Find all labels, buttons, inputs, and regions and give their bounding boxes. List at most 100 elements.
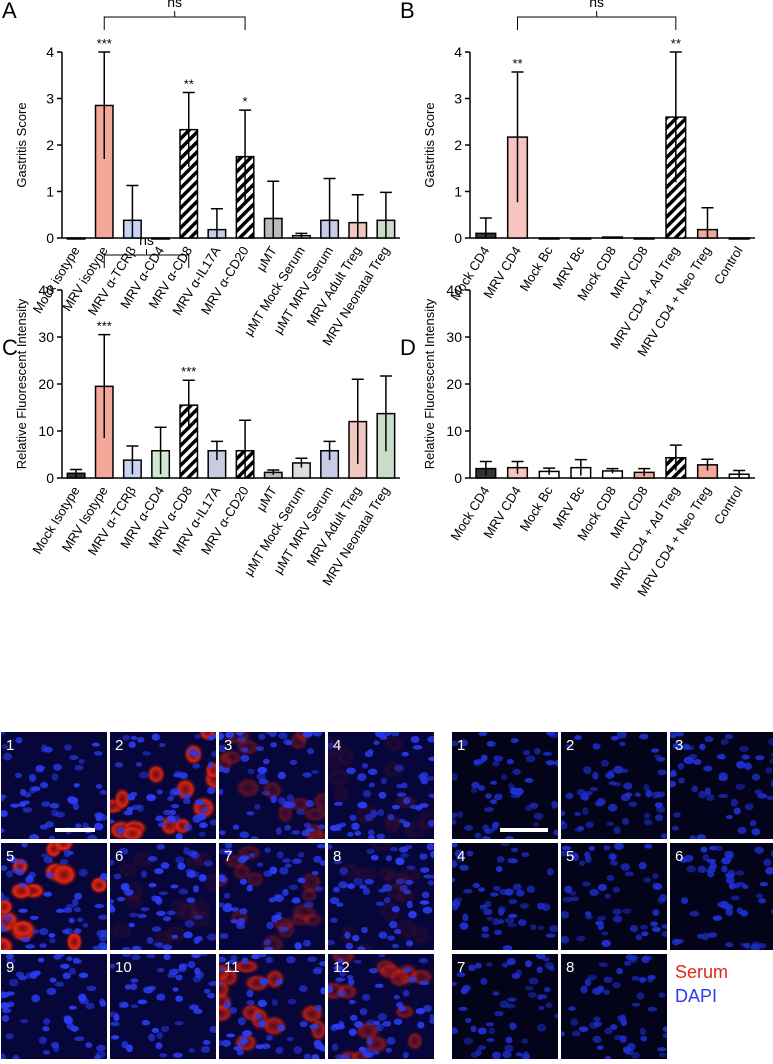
nucleus: [512, 883, 522, 891]
nucleus: [508, 782, 515, 790]
nucleus: [366, 1019, 377, 1026]
nucleus: [303, 822, 312, 828]
nucleus: [303, 901, 314, 908]
nucleus: [50, 809, 59, 817]
y-tick-label: 1: [46, 184, 54, 200]
nucleus: [671, 825, 679, 831]
nucleus: [619, 741, 626, 747]
nucleus: [156, 910, 166, 917]
nucleus: [613, 843, 624, 850]
nucleus: [458, 1006, 468, 1012]
nucleus: [480, 977, 488, 986]
nucleus: [94, 1054, 101, 1059]
nucleus: [769, 758, 773, 764]
nucleus: [353, 877, 363, 886]
nucleus: [603, 845, 611, 851]
nucleus: [592, 1035, 602, 1044]
nucleus: [155, 815, 165, 822]
nucleus: [333, 886, 340, 893]
nucleus: [357, 773, 367, 782]
nucleus: [388, 920, 398, 929]
nucleus: [574, 811, 581, 817]
nucleus: [589, 787, 598, 792]
nucleus: [737, 826, 747, 835]
nucleus: [110, 1021, 120, 1027]
nucleus: [736, 760, 746, 769]
nucleus: [239, 908, 248, 915]
nucleus: [183, 847, 190, 855]
nucleus: [301, 830, 311, 837]
cells: [561, 732, 667, 839]
nucleus: [643, 877, 652, 883]
cells: [452, 732, 558, 839]
nucleus: [485, 793, 492, 799]
nucleus: [73, 783, 80, 788]
nucleus: [493, 755, 504, 762]
nucleus: [171, 934, 179, 939]
nucleus: [198, 831, 206, 837]
nucleus: [361, 926, 368, 934]
nucleus: [51, 773, 59, 781]
nucleus: [307, 956, 317, 962]
nucleus: [170, 803, 180, 809]
nucleus: [333, 860, 343, 865]
nucleus: [515, 889, 525, 897]
nucleus: [654, 814, 664, 822]
nucleus: [604, 893, 611, 899]
cells: [328, 732, 434, 839]
nucleus: [612, 915, 623, 923]
cells: [1, 732, 107, 839]
nucleus: [82, 923, 89, 928]
error-bar: [126, 445, 139, 475]
nucleus: [730, 895, 741, 901]
nucleus: [391, 732, 400, 737]
nucleus: [583, 766, 592, 775]
nucleus: [339, 867, 349, 876]
nucleus: [207, 761, 214, 769]
nucleus: [484, 828, 495, 834]
nucleus: [606, 874, 615, 881]
tile-number: 7: [457, 959, 465, 976]
serum-cell: [197, 732, 216, 743]
nucleus: [561, 850, 568, 857]
bracket-label: ns: [167, 0, 182, 10]
nucleus: [299, 1021, 308, 1028]
nucleus: [460, 739, 468, 747]
nucleus: [278, 926, 289, 933]
nucleus: [40, 782, 49, 789]
nucleus: [313, 855, 322, 863]
nucleus: [178, 888, 189, 895]
nucleus: [357, 801, 367, 809]
nucleus: [247, 768, 255, 775]
nucleus: [393, 928, 402, 935]
nucleus: [1, 1002, 10, 1010]
serum-cell: [49, 861, 79, 888]
nucleus: [130, 978, 139, 983]
nucleus: [175, 974, 183, 981]
nucleus: [347, 883, 356, 889]
nucleus: [195, 971, 204, 979]
nucleus: [504, 836, 515, 839]
panel-letter: A: [2, 0, 17, 23]
nucleus: [561, 910, 570, 919]
nucleus: [175, 856, 185, 864]
nucleus: [612, 886, 620, 893]
nucleus: [354, 1020, 364, 1028]
nucleus: [393, 994, 400, 1000]
nucleus: [199, 822, 208, 829]
nucleus: [362, 887, 370, 896]
nucleus: [578, 1026, 588, 1031]
bar: [570, 237, 592, 240]
nucleus: [405, 940, 414, 947]
nucleus: [73, 892, 83, 900]
nucleus: [693, 758, 702, 765]
nucleus: [336, 977, 346, 982]
nucleus: [477, 784, 485, 792]
error-bar: [126, 184, 139, 238]
nucleus: [457, 811, 464, 818]
nucleus: [1, 732, 6, 735]
nucleus: [501, 843, 510, 847]
nucleus: [730, 798, 739, 807]
serum-cell: [393, 916, 420, 942]
nucleus: [659, 1052, 667, 1058]
